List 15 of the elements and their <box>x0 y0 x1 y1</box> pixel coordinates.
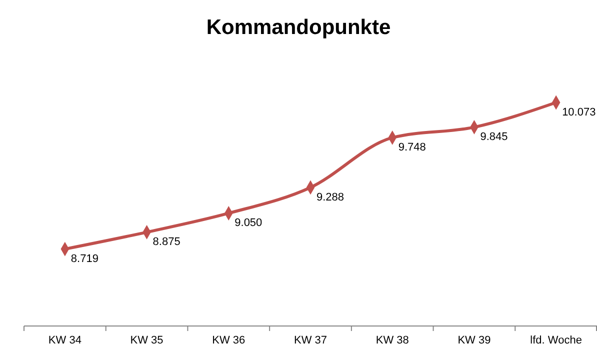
data-label: 8.875 <box>152 236 180 248</box>
data-label: 9.748 <box>398 142 426 154</box>
x-tick-label: KW 38 <box>376 334 409 346</box>
x-tick-label: KW 34 <box>48 334 82 346</box>
x-tick-label: KW 36 <box>212 334 246 346</box>
x-tick-label: lfd. Woche <box>530 334 582 346</box>
chart-title: Kommandopunkte <box>206 16 391 39</box>
data-label: 9.050 <box>234 217 262 230</box>
data-label: 10.073 <box>562 106 596 118</box>
x-tick-label: KW 37 <box>294 334 328 346</box>
x-tick-label: KW 39 <box>458 334 491 346</box>
data-label: 8.719 <box>70 252 98 265</box>
data-label: 9.288 <box>316 191 344 204</box>
data-label: 9.845 <box>480 131 508 144</box>
x-tick-label: KW 35 <box>130 334 164 346</box>
